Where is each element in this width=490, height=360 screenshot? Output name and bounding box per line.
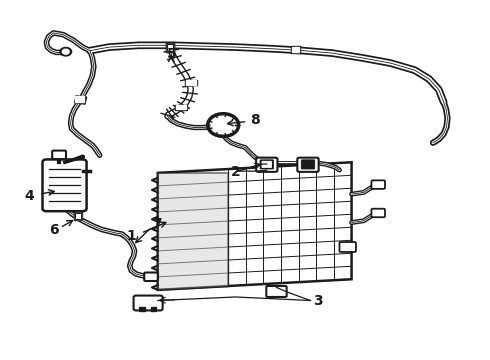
Bar (75, 213, 81, 219)
Bar (74, 212, 82, 220)
Circle shape (62, 49, 69, 54)
Text: 4: 4 (24, 189, 34, 203)
FancyBboxPatch shape (52, 150, 66, 159)
Bar (166, 43, 174, 52)
FancyBboxPatch shape (256, 158, 277, 172)
FancyBboxPatch shape (371, 209, 385, 217)
Text: 8: 8 (250, 113, 260, 127)
Text: 1: 1 (126, 229, 136, 243)
Polygon shape (158, 162, 352, 290)
Text: 2: 2 (230, 165, 240, 179)
Bar (175, 104, 187, 110)
Bar (139, 307, 145, 311)
FancyBboxPatch shape (260, 160, 273, 169)
FancyBboxPatch shape (301, 160, 315, 169)
Bar (291, 46, 300, 53)
Bar (74, 96, 87, 104)
FancyBboxPatch shape (144, 273, 158, 281)
Text: 7: 7 (152, 217, 162, 231)
Text: 5: 5 (167, 47, 176, 61)
Bar (176, 105, 186, 109)
Bar (150, 307, 156, 311)
FancyBboxPatch shape (43, 159, 87, 211)
Circle shape (211, 116, 235, 134)
FancyBboxPatch shape (340, 242, 356, 252)
FancyBboxPatch shape (134, 296, 163, 310)
Text: 3: 3 (313, 294, 322, 308)
Text: 6: 6 (49, 223, 58, 237)
FancyBboxPatch shape (267, 286, 287, 297)
Polygon shape (158, 173, 228, 290)
Bar (167, 44, 173, 51)
Circle shape (60, 48, 72, 56)
Bar (166, 43, 174, 52)
Bar (292, 47, 299, 53)
Bar (75, 96, 84, 102)
FancyBboxPatch shape (297, 158, 318, 172)
Bar (75, 213, 81, 219)
FancyBboxPatch shape (262, 161, 271, 168)
FancyBboxPatch shape (371, 180, 385, 189)
Bar (186, 80, 196, 85)
Bar (185, 80, 196, 85)
Bar (167, 44, 173, 51)
